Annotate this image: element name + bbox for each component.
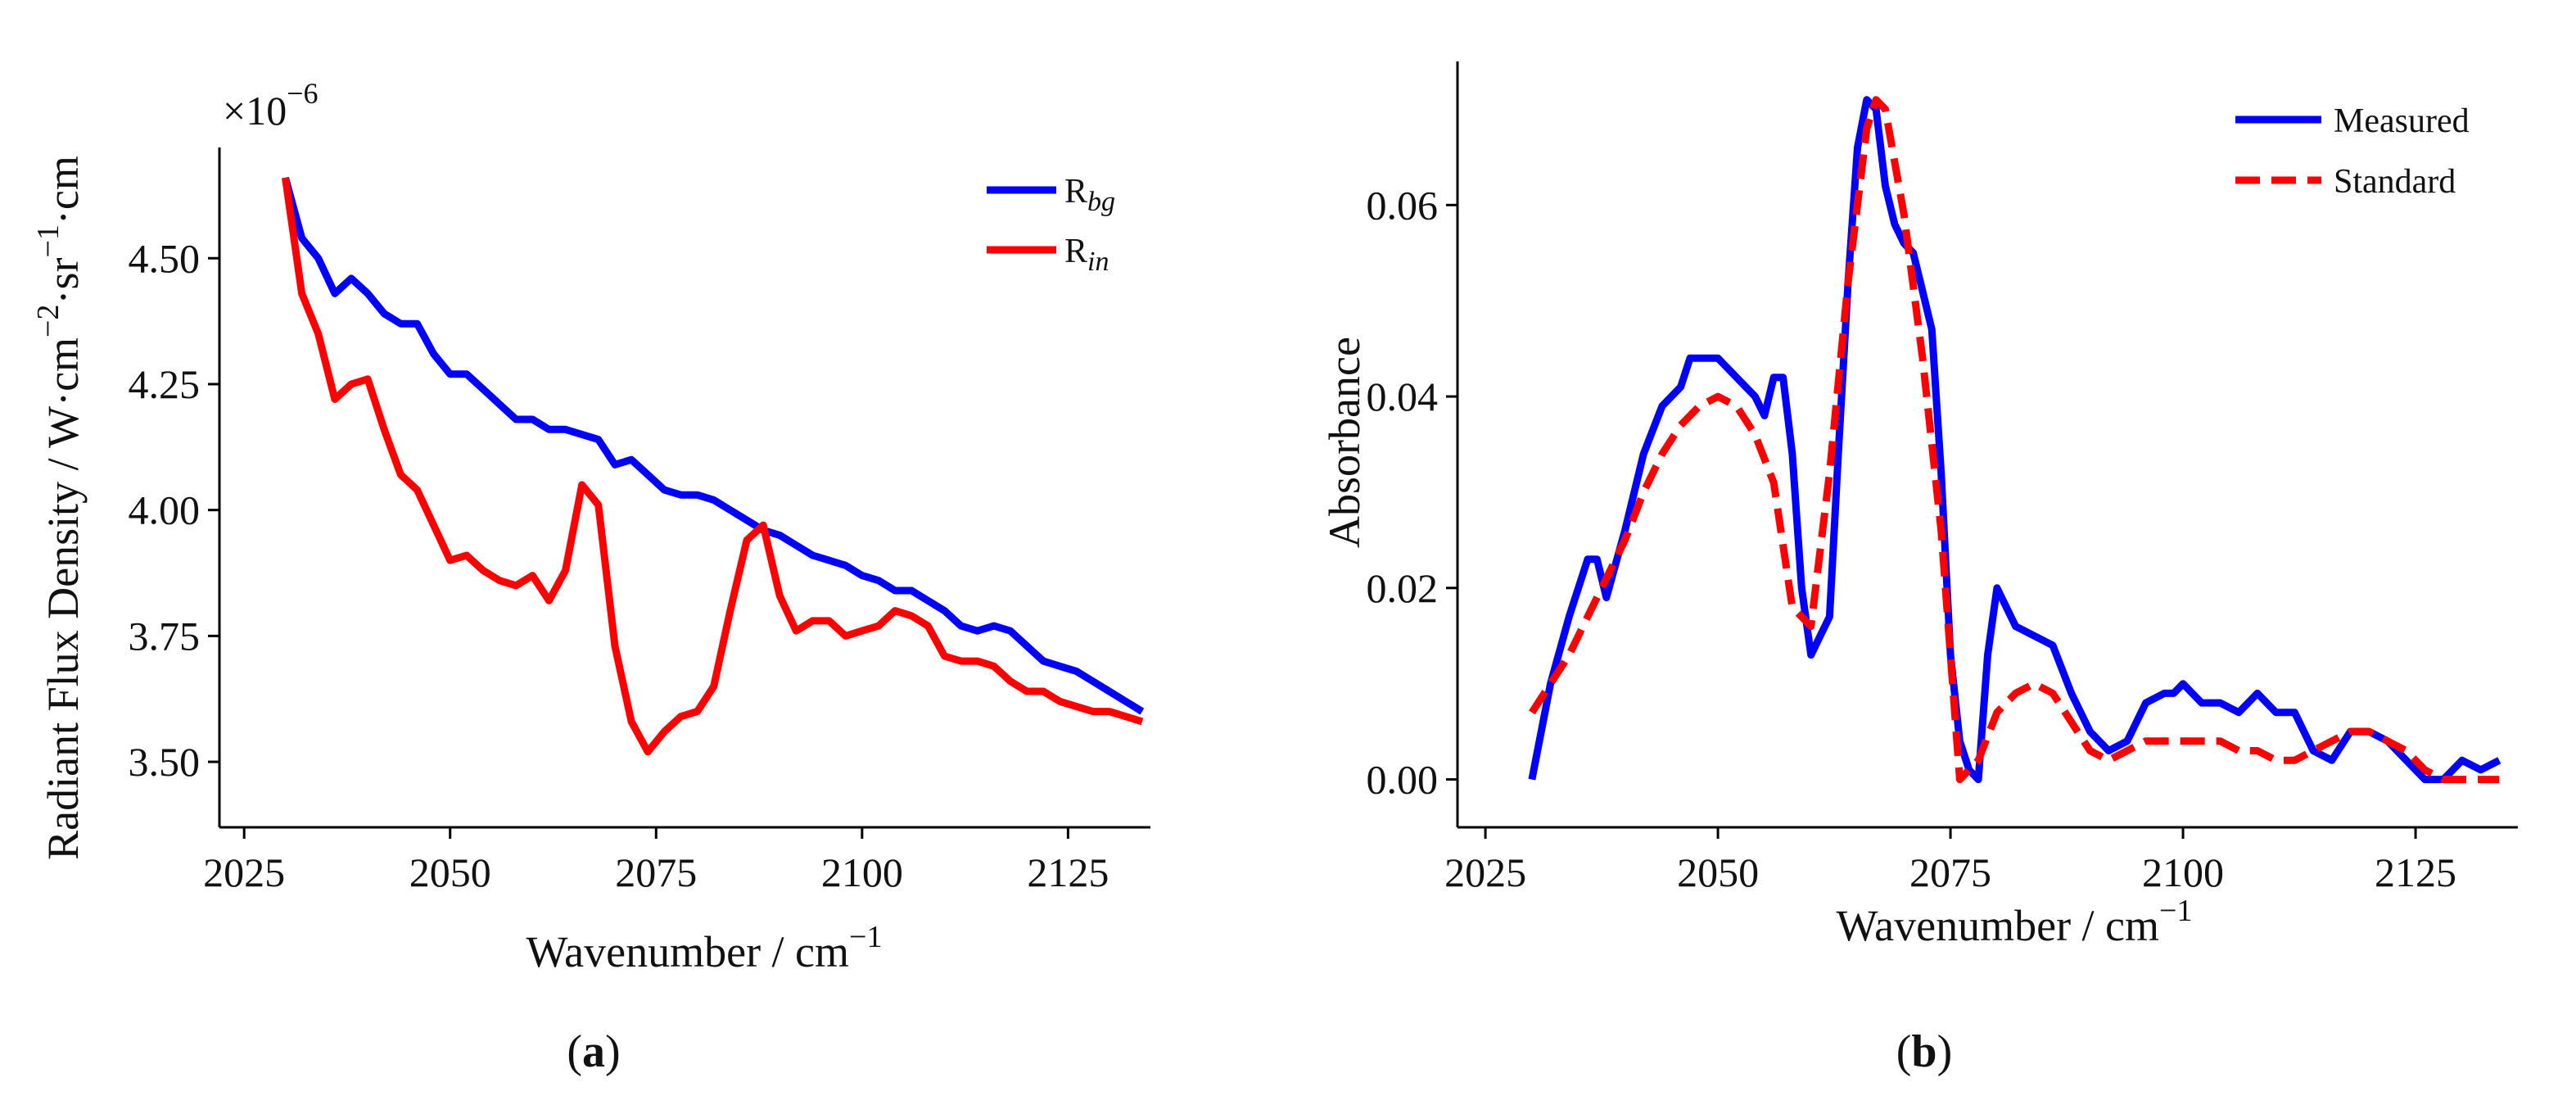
panel-b-chart: 2025 2050 2075 2100 2125 0.00 0.02 0.04 0.06 Wav… bbox=[1320, 61, 2518, 1077]
panel-a-y-scale-factor: ×10−6 bbox=[223, 77, 319, 134]
x-tick-label: 2050 bbox=[1677, 849, 1759, 895]
panel-b-label: (b) bbox=[1896, 1026, 1952, 1077]
panel-b-y-axis-label: Absorbance bbox=[1320, 337, 1369, 548]
panel-a-series bbox=[282, 176, 1145, 756]
x-tick-label: 2025 bbox=[203, 849, 285, 895]
panel-b-series bbox=[1528, 96, 2501, 784]
y-tick-label: 4.50 bbox=[129, 235, 201, 281]
y-tick-label: 3.50 bbox=[129, 739, 201, 785]
x-tick-label: 2075 bbox=[615, 849, 697, 895]
panel-a-x-axis-label: Wavenumber / cm−1 bbox=[526, 920, 883, 976]
x-tick-label: 2100 bbox=[821, 849, 903, 895]
series-line-standard bbox=[1529, 96, 2500, 784]
panel-b-x-axis-label: Wavenumber / cm−1 bbox=[1837, 894, 2193, 950]
series-line-r-in bbox=[282, 177, 1144, 756]
x-tick-label: 2075 bbox=[1909, 849, 1991, 895]
y-tick-label: 0.06 bbox=[1367, 182, 1439, 228]
x-tick-label: 2025 bbox=[1444, 849, 1526, 895]
y-tick-label: 0.04 bbox=[1367, 374, 1439, 419]
legend-label-rbg: Rbg bbox=[1064, 173, 1115, 217]
series-line-measured bbox=[1528, 96, 2501, 784]
panel-a-ticks: 2025 2050 2075 2100 2125 3.50 3.75 4.00 4.25 4.50 bbox=[129, 235, 1109, 895]
panel-a-y-axis-label: Radiant Flux Density / W·cm−2·sr−1·cm bbox=[31, 156, 88, 860]
panel-b-legend: Measured Standard bbox=[2235, 102, 2470, 201]
panel-a-chart: 2025 2050 2075 2100 2125 3.50 3.75 4.00 4.25 4.50… bbox=[31, 77, 1150, 1077]
x-tick-label: 2125 bbox=[2375, 849, 2456, 895]
legend-label-standard: Standard bbox=[2334, 163, 2456, 201]
y-tick-label: 4.00 bbox=[129, 487, 201, 533]
x-tick-label: 2050 bbox=[409, 849, 491, 895]
legend-label-rin: Rin bbox=[1064, 233, 1109, 277]
y-tick-label: 0.00 bbox=[1367, 757, 1439, 803]
y-tick-label: 4.25 bbox=[129, 361, 201, 407]
y-tick-label: 0.02 bbox=[1367, 565, 1439, 611]
series-line-r-bg bbox=[282, 176, 1145, 715]
y-tick-label: 3.75 bbox=[129, 613, 201, 659]
legend-label-measured: Measured bbox=[2334, 102, 2470, 140]
panel-a-legend: Rbg Rin bbox=[987, 173, 1115, 277]
x-tick-label: 2125 bbox=[1027, 849, 1109, 895]
x-tick-label: 2100 bbox=[2142, 849, 2224, 895]
panel-b-ticks: 2025 2050 2075 2100 2125 0.00 0.02 0.04 0.06 bbox=[1367, 182, 2457, 895]
panel-a-label: (a) bbox=[567, 1026, 620, 1077]
